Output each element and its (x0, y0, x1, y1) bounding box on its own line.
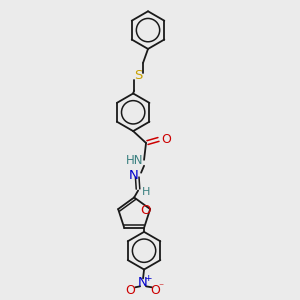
Text: O: O (161, 133, 171, 146)
Text: N: N (138, 276, 148, 289)
Text: +: + (144, 274, 152, 283)
Text: S: S (134, 69, 142, 82)
Text: HN: HN (125, 154, 143, 167)
Text: O: O (140, 204, 151, 217)
Text: H: H (142, 187, 150, 196)
Text: N: N (128, 169, 138, 182)
Text: O: O (150, 284, 160, 297)
Text: O: O (125, 284, 135, 297)
Text: ⁻: ⁻ (158, 282, 164, 292)
